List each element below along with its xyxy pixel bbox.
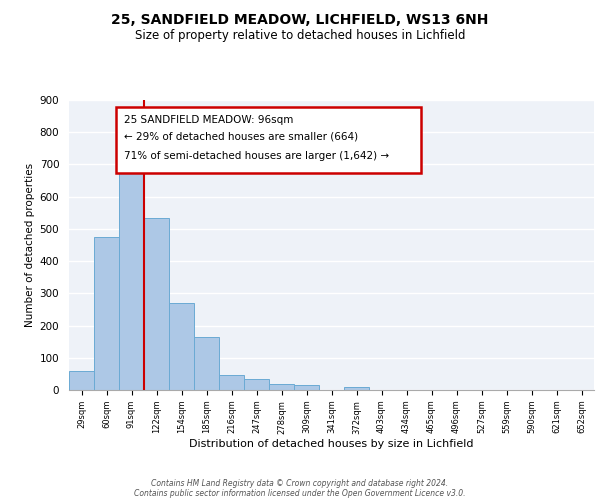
Text: Size of property relative to detached houses in Lichfield: Size of property relative to detached ho… [135, 28, 465, 42]
Text: 25, SANDFIELD MEADOW, LICHFIELD, WS13 6NH: 25, SANDFIELD MEADOW, LICHFIELD, WS13 6N… [112, 12, 488, 26]
Bar [194, 337, 219, 390]
Bar [119, 160, 144, 390]
Bar [94, 237, 119, 390]
Text: 25 SANDFIELD MEADOW: 96sqm: 25 SANDFIELD MEADOW: 96sqm [124, 114, 293, 124]
Text: Contains public sector information licensed under the Open Government Licence v3: Contains public sector information licen… [134, 488, 466, 498]
Text: ← 29% of detached houses are smaller (664): ← 29% of detached houses are smaller (66… [124, 132, 358, 142]
Bar [169, 303, 194, 390]
Bar [269, 384, 294, 390]
X-axis label: Distribution of detached houses by size in Lichfield: Distribution of detached houses by size … [189, 439, 474, 449]
Text: 71% of semi-detached houses are larger (1,642) →: 71% of semi-detached houses are larger (… [124, 151, 389, 161]
Bar [294, 385, 319, 390]
Bar [219, 374, 244, 390]
Bar [144, 218, 169, 390]
Y-axis label: Number of detached properties: Number of detached properties [25, 163, 35, 327]
Bar [344, 387, 369, 390]
Bar [244, 378, 269, 390]
Text: Contains HM Land Registry data © Crown copyright and database right 2024.: Contains HM Land Registry data © Crown c… [151, 478, 449, 488]
FancyBboxPatch shape [116, 108, 421, 172]
Bar [69, 370, 94, 390]
